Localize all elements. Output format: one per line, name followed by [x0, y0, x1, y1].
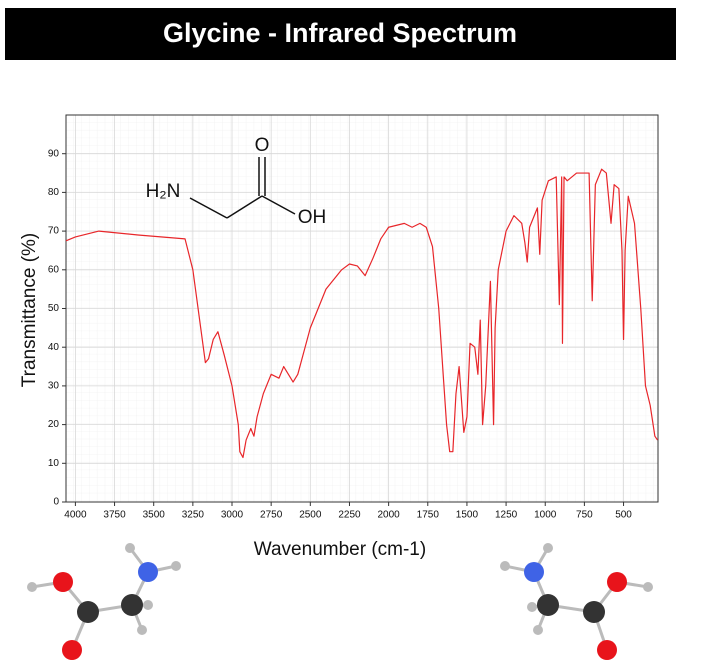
y-axis-label: Transmittance (%) [19, 233, 40, 388]
x-tick-label: 2000 [377, 510, 400, 521]
structure-label: O [255, 135, 270, 156]
x-tick-label: 3500 [143, 510, 166, 521]
x-tick-label: 4000 [64, 510, 87, 521]
y-tick-label: 20 [48, 419, 60, 430]
x-tick-label: 3750 [103, 510, 126, 521]
x-tick-label: 1500 [456, 510, 479, 521]
x-tick-label: 750 [576, 510, 593, 521]
x-tick-label: 1000 [534, 510, 557, 521]
chart-title: Glycine - Infrared Spectrum [163, 18, 517, 48]
y-tick-label: 0 [53, 497, 59, 508]
x-tick-label: 1250 [495, 510, 518, 521]
molecule-left [27, 543, 181, 660]
y-tick-label: 80 [48, 187, 60, 198]
structure-bonds [189, 157, 296, 219]
x-tick-label: 3250 [182, 510, 205, 521]
structure-label: H₂N [146, 181, 181, 202]
y-tick-label: 50 [48, 303, 60, 314]
x-tick-label: 2250 [338, 510, 361, 521]
y-tick-label: 10 [48, 458, 60, 469]
x-tick-label: 500 [615, 510, 632, 521]
y-tick-label: 40 [48, 342, 60, 353]
y-tick-label: 30 [48, 381, 60, 392]
x-axis-label: Wavenumber (cm-1) [254, 539, 426, 560]
y-tick-label: 90 [48, 148, 60, 159]
y-tick-label: 60 [48, 264, 60, 275]
x-tick-label: 1750 [417, 510, 440, 521]
x-tick-label: 2750 [260, 510, 283, 521]
structure-label: OH [298, 207, 327, 228]
x-tick-label: 3000 [221, 510, 244, 521]
y-tick-label: 70 [48, 226, 60, 237]
title-bar [5, 8, 676, 60]
x-tick-label: 2500 [299, 510, 322, 521]
molecule-right [500, 543, 653, 660]
spectrum-line [65, 168, 659, 459]
